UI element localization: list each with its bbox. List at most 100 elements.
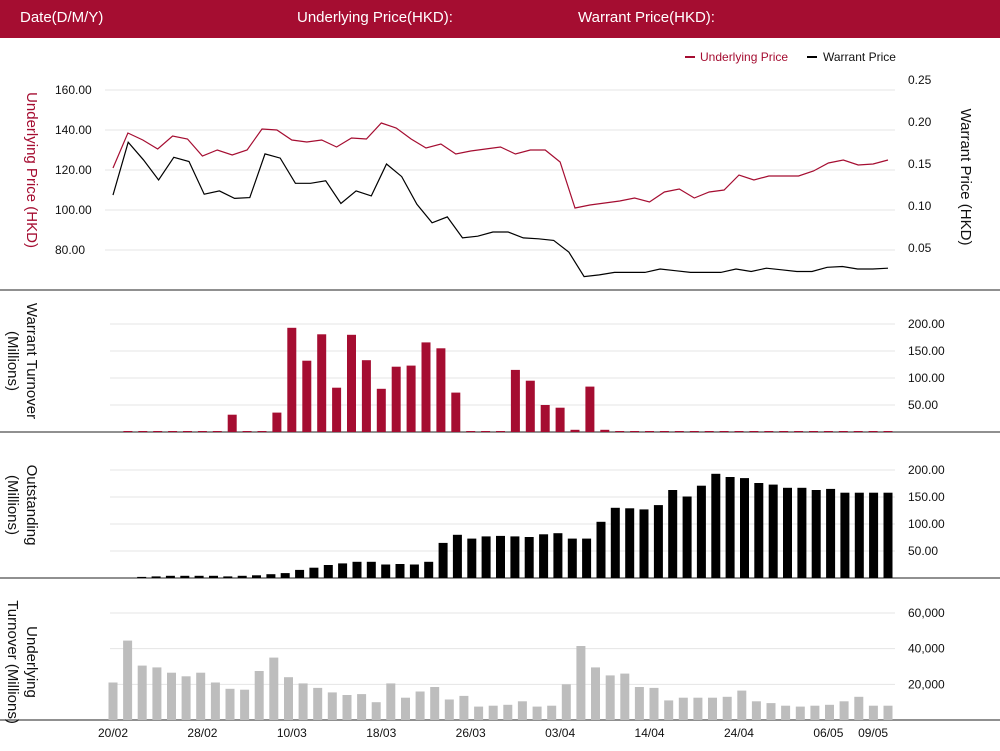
bar (167, 672, 176, 720)
bar (401, 697, 410, 720)
underlying-price-line (112, 122, 889, 209)
bar (696, 485, 706, 578)
bar (826, 488, 836, 578)
bar (137, 576, 147, 578)
bar (421, 342, 431, 432)
bar (438, 542, 448, 578)
bar (561, 684, 571, 720)
bar (634, 687, 644, 720)
bar (452, 534, 462, 578)
bar (653, 505, 663, 578)
bar (298, 683, 308, 720)
bar (868, 705, 878, 720)
tick-label: 40,000 (908, 642, 945, 656)
y-axis-label: Outstanding (23, 465, 40, 546)
bar (510, 369, 520, 432)
header-bar: Date(D/M/Y) Underlying Price(HKD): Warra… (0, 0, 1000, 38)
bar (197, 431, 207, 432)
bar (869, 492, 879, 578)
x-tick-label: 28/02 (187, 726, 217, 740)
tick-label: 200.00 (908, 317, 945, 331)
bar (406, 365, 416, 432)
warrant-price-label: Warrant Price(HKD): (578, 9, 715, 26)
bar (138, 431, 148, 432)
bar (639, 509, 649, 578)
bar (430, 687, 440, 720)
bar (424, 561, 434, 578)
x-tick-label: 26/03 (456, 726, 486, 740)
bar (722, 696, 732, 720)
left-tick-label: 100.00 (55, 203, 92, 217)
bar (734, 431, 744, 432)
x-tick-label: 06/05 (813, 726, 843, 740)
bar (749, 431, 759, 432)
bar (386, 683, 396, 720)
bar (352, 561, 362, 578)
left-axis-label: Underlying Price (HKD) (23, 92, 40, 248)
bar (783, 487, 792, 578)
bar (764, 431, 774, 432)
bar (797, 487, 807, 578)
bar (725, 477, 735, 578)
bar (883, 705, 893, 720)
bar (838, 431, 848, 432)
bar (610, 507, 620, 578)
bar (327, 692, 337, 720)
bar (664, 700, 674, 720)
bar (539, 534, 549, 578)
bar (668, 490, 678, 578)
bar (361, 360, 371, 432)
bar (524, 537, 534, 578)
bar (280, 573, 290, 578)
left-tick-label: 160.00 (55, 83, 92, 97)
x-tick-label: 03/04 (545, 726, 575, 740)
bar (210, 682, 220, 720)
x-tick-label: 24/04 (724, 726, 754, 740)
left-tick-label: 140.00 (55, 123, 92, 137)
tick-label: 100.00 (908, 371, 945, 385)
bar (596, 521, 606, 578)
bar (854, 492, 864, 578)
bar (645, 431, 654, 432)
bar (194, 575, 204, 578)
bar (823, 431, 833, 432)
bar (481, 431, 491, 432)
tick-label: 60,000 (908, 606, 945, 620)
bar (381, 564, 391, 578)
bar (376, 388, 386, 432)
bar (540, 405, 550, 432)
bar (883, 431, 893, 432)
bar (779, 431, 789, 432)
bar (625, 508, 635, 578)
legend-underlying-label: Underlying Price (700, 50, 788, 64)
bar (794, 431, 804, 432)
bar (839, 701, 849, 720)
bar (854, 696, 864, 720)
tick-label: 50.00 (908, 544, 938, 558)
tick-label: 200.00 (908, 463, 945, 477)
bar (689, 431, 699, 432)
bar (287, 327, 297, 432)
bar (371, 702, 381, 720)
bar (295, 569, 305, 578)
bar (165, 575, 175, 578)
y-axis-label: (Millions) (4, 331, 21, 391)
bar (605, 675, 615, 720)
bar (323, 565, 333, 578)
bar (269, 657, 279, 720)
bar (547, 705, 557, 720)
tick-label: 50.00 (908, 398, 938, 412)
bar (309, 567, 319, 578)
bar (123, 640, 133, 720)
bar (711, 473, 721, 578)
y-axis-label: Warrant Turnover (23, 303, 40, 419)
right-tick-label: 0.05 (908, 241, 932, 255)
x-tick-label: 10/03 (277, 726, 307, 740)
bar (137, 665, 147, 720)
bar (108, 682, 118, 720)
tick-label: 150.00 (908, 490, 945, 504)
bar (252, 575, 261, 578)
bar (391, 366, 401, 432)
bar (209, 575, 218, 578)
bar (302, 360, 312, 432)
